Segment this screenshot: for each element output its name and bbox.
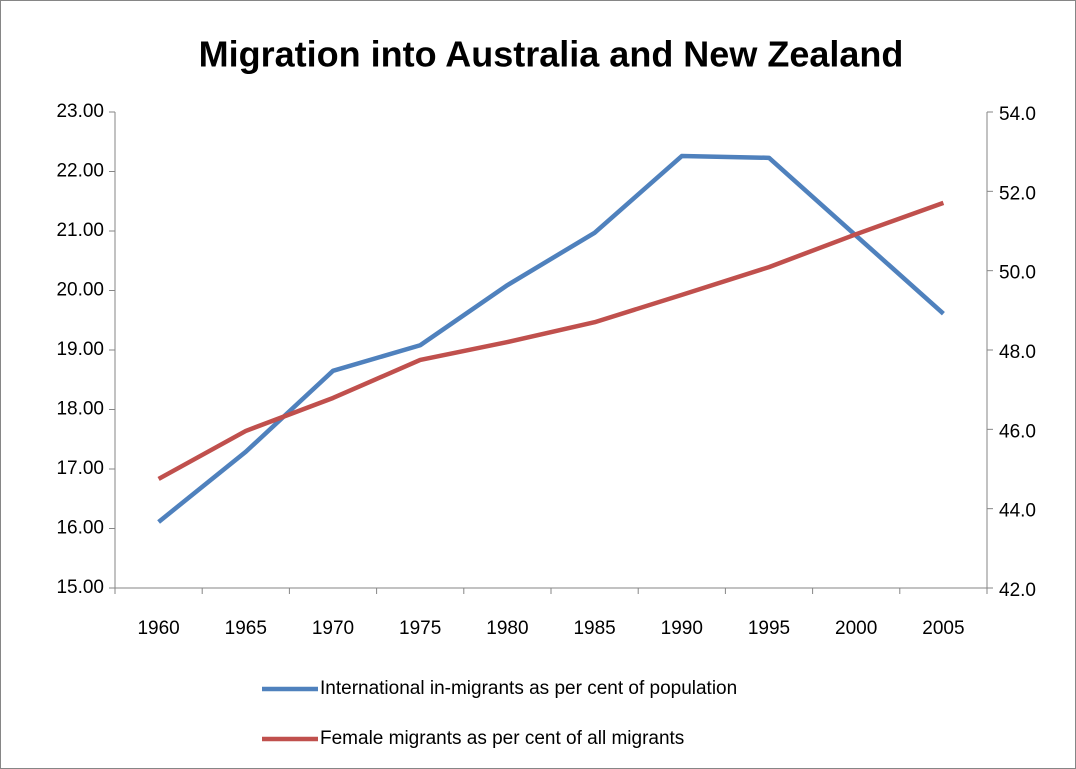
y2-tick-label: 50.0 [999,263,1036,284]
y2-tick-label: 52.0 [999,183,1036,204]
legend-label: International in-migrants as per cent of… [320,678,737,699]
y-tick-label: 16.00 [56,518,104,539]
x-tick-label: 1995 [748,618,790,639]
y-tick-label: 19.00 [56,339,104,360]
y2-tick-label: 44.0 [999,501,1036,522]
y-tick-label: 15.00 [56,577,104,598]
y-tick-label: 22.00 [56,161,104,182]
x-tick-label: 2005 [922,618,964,639]
x-tick-label: 1985 [573,618,615,639]
y-tick-label: 23.00 [56,101,104,122]
x-tick-label: 2000 [835,618,877,639]
chart-title: Migration into Australia and New Zealand [199,34,904,75]
y2-tick-label: 54.0 [999,104,1036,125]
x-tick-label: 1990 [661,618,703,639]
y2-tick-label: 48.0 [999,342,1036,363]
series-line [157,153,945,524]
x-tick-label: 1965 [225,618,267,639]
x-tick-label: 1960 [137,618,179,639]
x-tick-label: 1975 [399,618,441,639]
series-line [157,200,945,481]
y2-tick-label: 46.0 [999,421,1036,442]
legend-label: Female migrants as per cent of all migra… [320,728,684,749]
x-tick-label: 1980 [486,618,528,639]
y2-tick-label: 42.0 [999,580,1036,601]
x-tick-label: 1970 [312,618,354,639]
y-tick-label: 17.00 [56,458,104,479]
y-tick-label: 20.00 [56,280,104,301]
y-tick-label: 21.00 [56,220,104,241]
y-tick-label: 18.00 [56,399,104,420]
